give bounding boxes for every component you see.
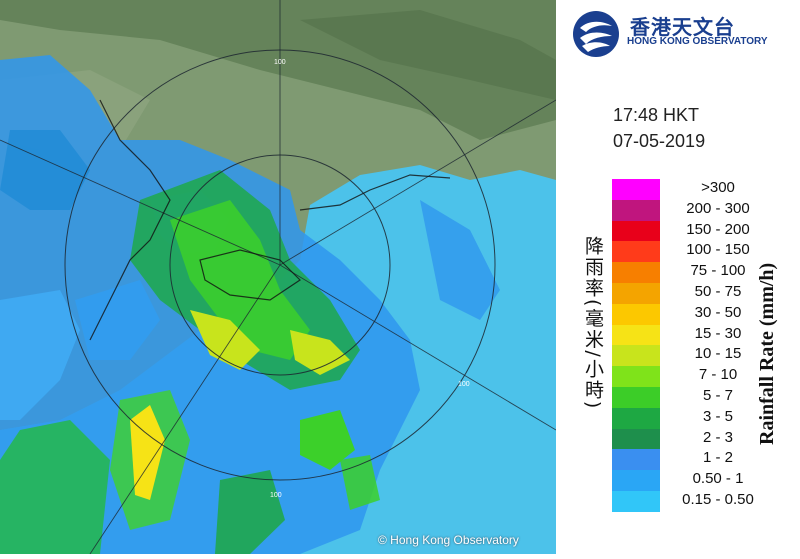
legend-label: 3 - 5 — [702, 407, 733, 425]
legend-swatch — [612, 303, 660, 325]
legend-label: 0.50 - 1 — [692, 470, 744, 488]
legend-item: 10 - 15 — [612, 345, 772, 367]
legend-swatch — [612, 407, 660, 429]
legend-item: 5 - 7 — [612, 387, 772, 408]
range-label-east: 100 — [458, 381, 470, 388]
legend-item: 15 - 30 — [612, 324, 772, 346]
legend-label: 10 - 15 — [694, 345, 742, 363]
legend-label: 50 - 75 — [694, 283, 742, 300]
legend-swatch — [612, 470, 660, 492]
org-name-cn: 香港天文台 — [630, 15, 735, 39]
legend-item: 2 - 3 — [612, 428, 772, 450]
observatory-logo-icon — [573, 11, 619, 57]
legend-label: >300 — [701, 179, 735, 196]
legend-label: 1 - 2 — [702, 449, 733, 467]
legend-item: 50 - 75 — [612, 283, 772, 304]
observation-time: 17:48 HKT — [613, 105, 700, 125]
legend-label: 75 - 100 — [690, 262, 746, 280]
legend-swatch — [612, 428, 660, 450]
legend-swatch — [612, 241, 660, 263]
org-name-en: HONG KONG OBSERVATORY — [627, 36, 768, 47]
legend-label: 30 - 50 — [694, 303, 742, 321]
legend-label: 0.15 - 0.50 — [682, 491, 754, 508]
legend-swatch — [612, 387, 660, 408]
copyright-text: © Hong Kong Observatory — [378, 533, 519, 547]
legend-item: 150 - 200 — [612, 220, 772, 242]
legend-label: 150 - 200 — [686, 220, 750, 238]
radar-map-graphic: 100 100 100 — [0, 0, 556, 554]
legend-label: 2 - 3 — [702, 428, 733, 446]
legend-swatch — [612, 262, 660, 284]
legend-swatch — [612, 345, 660, 367]
legend-item: 3 - 5 — [612, 407, 772, 429]
legend-swatch — [612, 199, 660, 221]
legend-swatch — [612, 491, 660, 512]
legend-swatch — [612, 366, 660, 388]
legend-item: 30 - 50 — [612, 303, 772, 325]
azimuth-lines — [0, 0, 556, 554]
legend-label: 15 - 30 — [694, 324, 742, 342]
legend-item: 0.15 - 0.50 — [612, 491, 772, 512]
legend-label: 200 - 300 — [686, 199, 750, 217]
legend-item: 1 - 2 — [612, 449, 772, 471]
range-label-south: 100 — [270, 492, 282, 499]
radar-map: 100 100 100 © Hong Kong Observatory — [0, 0, 556, 554]
legend-label: 7 - 10 — [698, 366, 738, 384]
range-label-north: 100 — [274, 59, 286, 66]
legend-item: 100 - 150 — [612, 241, 772, 263]
legend-item: 75 - 100 — [612, 262, 772, 284]
legend-swatch — [612, 220, 660, 242]
legend-item: 0.50 - 1 — [612, 470, 772, 492]
coastline — [89, 99, 451, 341]
legend-title-cn: 降雨率(毫米/小時) — [582, 236, 604, 411]
rain-area-moderate — [0, 420, 110, 554]
legend-item: 7 - 10 — [612, 366, 772, 388]
legend-swatch — [612, 449, 660, 471]
observation-date: 07-05-2019 — [613, 131, 706, 151]
legend-swatch — [612, 283, 660, 304]
info-panel — [556, 0, 800, 554]
legend-swatch — [612, 324, 660, 346]
legend-item: 200 - 300 — [612, 199, 772, 221]
legend-label: 5 - 7 — [702, 387, 733, 404]
legend-item: >300 — [612, 179, 772, 200]
legend-label: 100 - 150 — [686, 241, 750, 259]
legend-swatch — [612, 179, 660, 200]
